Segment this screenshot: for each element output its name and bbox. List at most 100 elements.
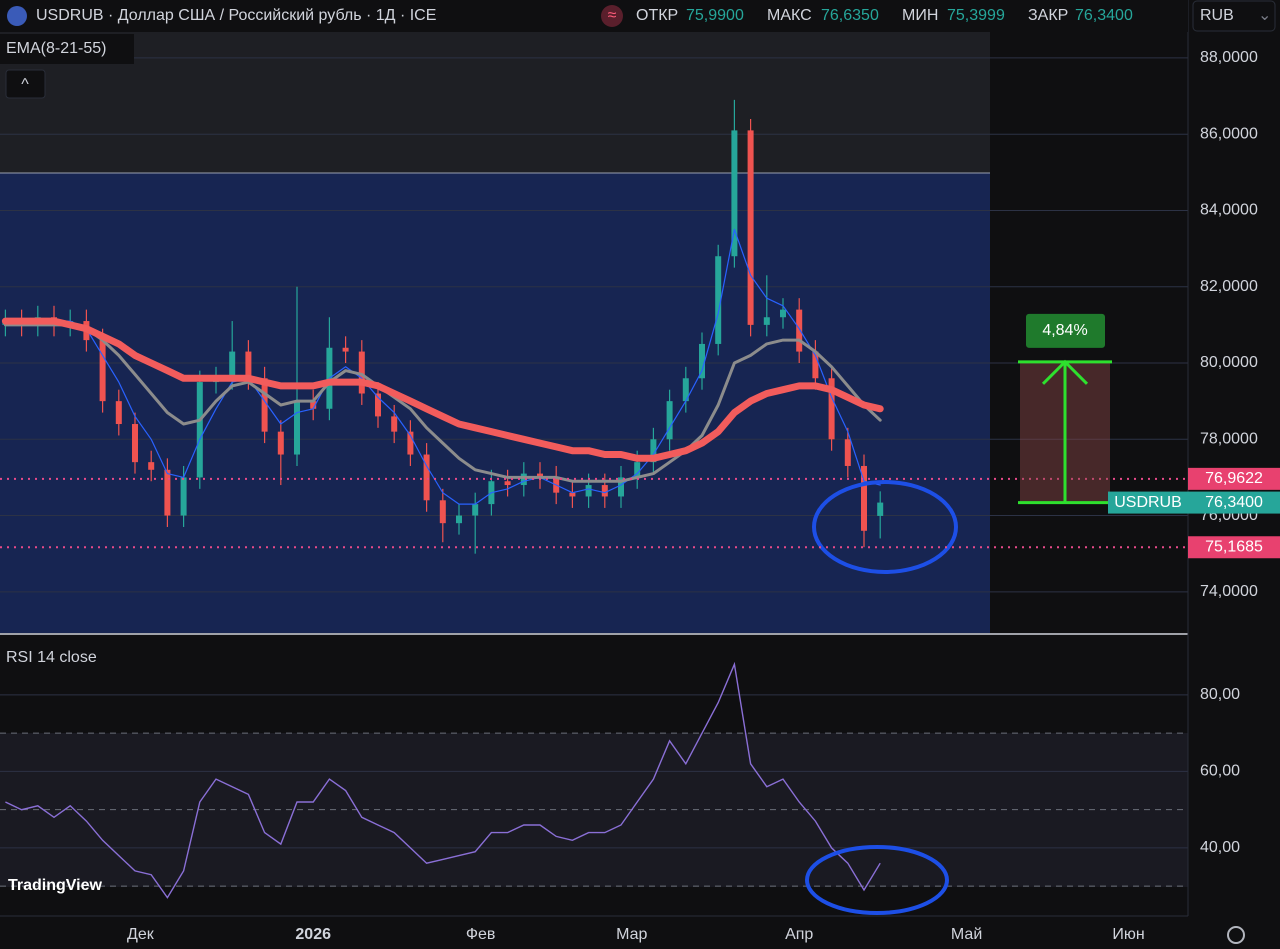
candle-body	[132, 424, 138, 463]
y-tick-label: 84,0000	[1200, 202, 1258, 219]
ema-line	[3, 323, 882, 483]
y-tick-label: 74,0000	[1200, 583, 1258, 600]
x-tick-label: Фев	[466, 926, 496, 943]
y-tick-label: 82,0000	[1200, 278, 1258, 295]
candle-body	[180, 477, 187, 516]
candle-body	[423, 454, 430, 501]
candle-body	[828, 378, 835, 440]
currency-label[interactable]: RUB	[1200, 7, 1234, 24]
price-level-label: 76,9622	[1205, 470, 1263, 487]
ohlc-value: 76,6350	[821, 7, 879, 24]
candle-body	[731, 130, 738, 257]
y-tick-label: 86,0000	[1200, 125, 1258, 142]
y-tick-label: 60,00	[1200, 763, 1240, 780]
x-tick-label: Май	[951, 926, 982, 943]
measure-tag	[1026, 313, 1105, 348]
dropdown-arrow[interactable]: ⌄	[1258, 7, 1271, 24]
source-icon	[601, 5, 623, 27]
overlay: 76,9622 75,1685 4,84% USDRUB 76,3400	[0, 313, 1280, 559]
candle-body	[877, 502, 884, 516]
y-tick-label: 40,00	[1200, 839, 1240, 856]
y-tick-label: 80,00	[1200, 686, 1240, 703]
hand-circle	[805, 845, 949, 915]
candle-body	[439, 500, 446, 524]
candle-body	[844, 439, 851, 466]
candle-body	[861, 465, 867, 531]
rsi-line	[5, 661, 881, 899]
candle-body	[391, 416, 398, 432]
candle-body	[601, 485, 608, 497]
candle-body	[261, 378, 268, 432]
candle-body	[618, 477, 624, 497]
watermark: TradingView	[8, 877, 103, 894]
x-tick-label: Апр	[785, 926, 813, 943]
candle-body	[407, 431, 414, 455]
candle-body	[520, 473, 527, 486]
candle-body	[634, 462, 641, 478]
candle-body	[115, 401, 122, 425]
candle-body	[472, 504, 479, 516]
candle-body	[682, 378, 689, 402]
candle-body	[358, 351, 365, 394]
marks	[1, 99, 884, 899]
grid: Дек 2026 Фев Мар Апр Май Июн74,000076,000078,0…	[0, 49, 1258, 943]
indicator-label[interactable]: EMA(8-21-55)	[6, 40, 106, 57]
ohlc-label: МИН	[902, 7, 938, 24]
symbol-title: USDRUB · Доллар США / Российский рубль ·…	[36, 7, 436, 24]
candle-body	[164, 469, 171, 516]
candle-body	[342, 347, 349, 352]
candle-body	[245, 351, 252, 379]
candle-body	[650, 439, 657, 463]
candle-body	[715, 256, 722, 344]
flag-icon	[7, 6, 27, 26]
last-price-label: 76,3400	[1205, 494, 1263, 511]
settings-icon[interactable]	[1227, 926, 1245, 944]
candle-body	[666, 401, 673, 440]
upper-zone	[0, 32, 990, 173]
price-level-tag	[1188, 536, 1280, 559]
last-name-tag	[1108, 491, 1188, 514]
y-tick-label: 78,0000	[1200, 430, 1258, 447]
x-tick-label: Июн	[1112, 926, 1144, 943]
ema-line	[4, 228, 881, 505]
header-bar	[0, 0, 1188, 32]
y-tick-label: 80,0000	[1200, 354, 1258, 371]
candle-body	[99, 340, 106, 402]
price-level-label: 75,1685	[1205, 538, 1263, 555]
ema-line	[1, 317, 884, 462]
ohlc-label: МАКС	[767, 7, 812, 24]
last-name: USDRUB	[1114, 494, 1182, 511]
candle-body	[375, 393, 381, 417]
candle-body	[504, 481, 511, 486]
collapse-icon[interactable]: ^	[21, 76, 29, 93]
candle-body	[796, 309, 803, 352]
candle-body	[699, 343, 705, 379]
candle-body	[277, 431, 284, 455]
candle-body	[310, 401, 317, 409]
collapse-button[interactable]	[5, 69, 46, 99]
blue-zone	[0, 173, 990, 633]
candle-body	[812, 351, 819, 379]
price-level-tag	[1188, 467, 1280, 490]
measure-label: 4,84%	[1042, 322, 1087, 339]
measure-arrow	[1041, 359, 1089, 503]
source-icon-glyph: ≈	[608, 7, 617, 24]
candle-body	[196, 382, 203, 478]
hand-circle	[812, 480, 958, 574]
candle-body	[747, 130, 754, 325]
ohlc-value: 75,9900	[686, 7, 744, 24]
currency-button[interactable]	[1192, 0, 1276, 32]
candle-body	[229, 351, 236, 379]
candle-body	[456, 515, 462, 524]
y-tick-label: 88,0000	[1200, 49, 1258, 66]
ohlc-value: 75,3999	[947, 7, 1005, 24]
ohlc-label: ЗАКР	[1028, 7, 1068, 24]
candle-body	[569, 492, 576, 497]
indicator-box	[0, 34, 134, 64]
candle-body	[780, 309, 786, 318]
ohlc-value: 76,3400	[1075, 7, 1133, 24]
candle-body	[763, 317, 770, 325]
last-price-tag	[1188, 491, 1280, 514]
ohlc-label: ОТКР	[636, 7, 678, 24]
